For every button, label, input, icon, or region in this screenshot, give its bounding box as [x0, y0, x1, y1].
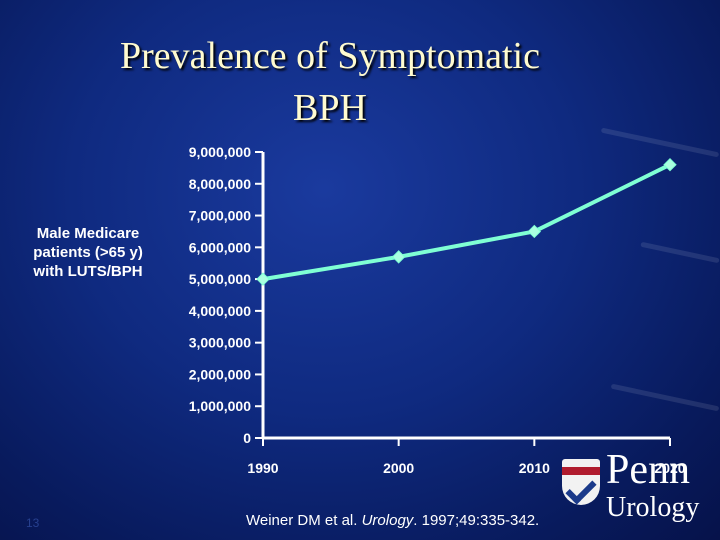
x-tick-label: 1990	[247, 460, 278, 476]
x-tick-label: 2000	[383, 460, 414, 476]
data-point-marker	[256, 272, 270, 286]
logo-text: Penn	[606, 447, 690, 493]
y-tick-label: 9,000,000	[189, 144, 251, 160]
x-tick-label: 2010	[519, 460, 550, 476]
y-tick-label: 6,000,000	[189, 239, 251, 255]
y-tick-label: 7,000,000	[189, 208, 251, 224]
data-point-marker	[663, 158, 677, 172]
y-axis-label-line-1: Male Medicare	[36, 225, 140, 242]
title-line-1: Prevalence of Symptomatic	[120, 35, 540, 77]
logo-subtext: Urology	[606, 492, 700, 523]
y-tick-label: 2,000,000	[189, 366, 251, 382]
y-tick-label: 4,000,000	[189, 303, 251, 319]
data-point-marker	[527, 224, 542, 239]
slide-number: 13	[26, 516, 40, 530]
y-tick-label: 1,000,000	[189, 398, 251, 414]
penn-urology-logo: Penn Urology	[562, 447, 712, 535]
y-tick-label: 0	[243, 430, 251, 446]
y-tick-label: 5,000,000	[189, 271, 251, 287]
shield-icon	[562, 459, 600, 505]
citation-suffix: . 1997;49:335-342.	[413, 512, 540, 529]
citation-journal: Urology	[361, 512, 414, 529]
slide-title: Prevalence of Symptomatic BPH	[60, 30, 600, 134]
series-line	[262, 162, 671, 282]
citation: Weiner DM et al. Urology. 1997;49:335-34…	[246, 512, 539, 529]
y-axis-label-line-3: with LUTS/BPH	[33, 263, 143, 280]
title-line-2: BPH	[293, 87, 367, 129]
y-tick-label: 3,000,000	[189, 335, 251, 351]
y-tick-label: 8,000,000	[189, 176, 251, 192]
y-axis-label-line-2: patients (>65 y)	[33, 244, 143, 261]
citation-prefix: Weiner DM et al.	[246, 512, 362, 529]
y-axis-label: Male Medicare patients (>65 y) with LUTS…	[14, 224, 162, 281]
data-point-marker	[391, 250, 406, 264]
x-tick-label: 2020	[654, 460, 685, 476]
